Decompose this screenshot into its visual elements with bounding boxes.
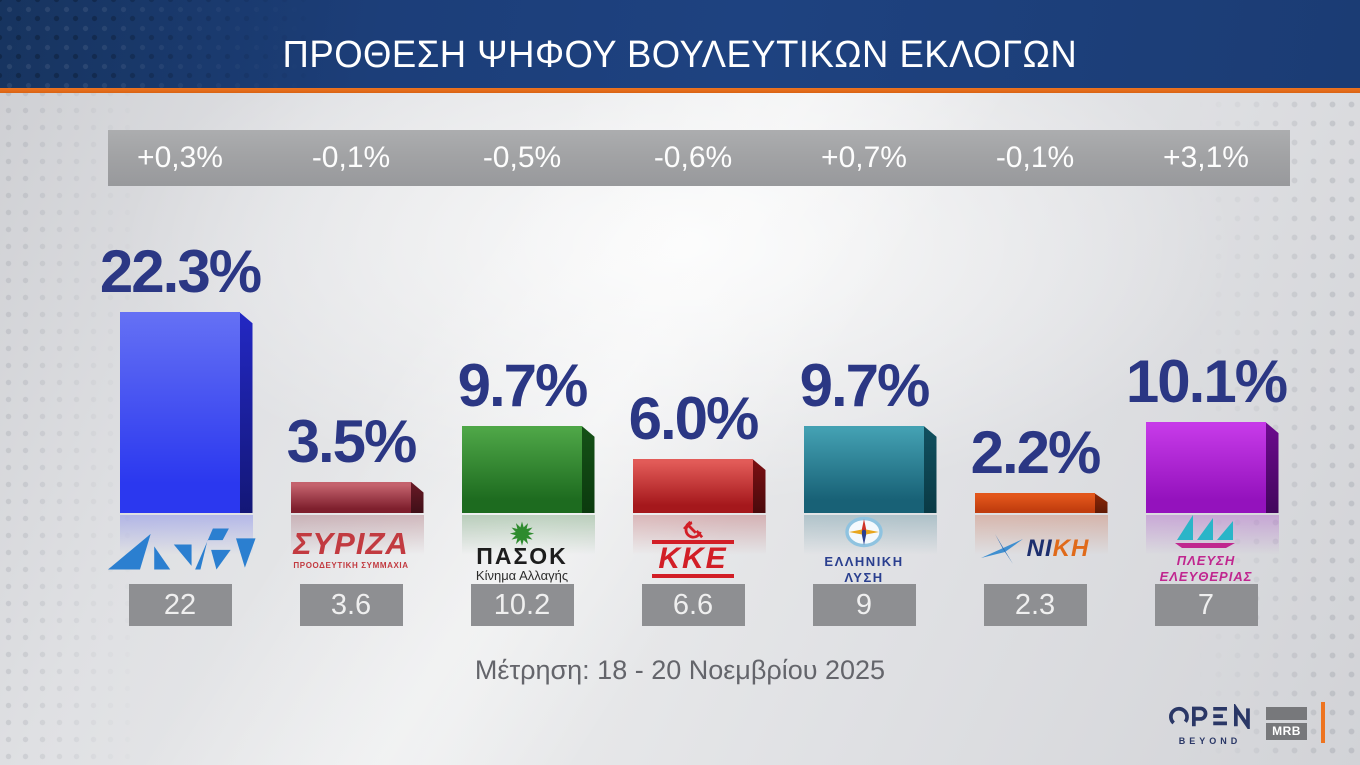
party-column-plefsi-eleftherias: +3,1% 10.1% ΠΛΕΥΣΗ ΕΛΕΥΘΕΡΙΑΣ 7 (1121, 0, 1292, 765)
bar-side-face (410, 481, 424, 513)
percent-value: 22.3% (99, 238, 262, 306)
change-row-background (108, 130, 1290, 186)
party-logo (95, 516, 266, 582)
party-column-syriza: -0,1% 3.5% ΣΥΡΙΖΑ ΠΡΟΟΔΕΥΤΙΚΗ ΣΥΜΜΑΧΙΑ 3… (266, 0, 437, 765)
niki-propeller-icon (980, 534, 1023, 564)
pasok-sun-icon (509, 521, 535, 546)
change-value: +3,1% (1163, 141, 1249, 174)
percent-value: 3.5% (286, 407, 418, 475)
bar-reflection (290, 515, 424, 559)
party-logo: ΠΑΣΟΚ Κίνημα Αλλαγής (437, 516, 608, 582)
bar-side-face (1265, 422, 1279, 513)
party-logo: ΕΛΛΗΝΙΚΗ ΛΥΣΗ (779, 516, 950, 585)
pasok-subtitle: Κίνημα Αλλαγής (475, 567, 569, 583)
previous-value-box: 7 (1154, 584, 1258, 626)
change-value: +0,7% (821, 141, 907, 174)
bar-side-face (581, 425, 595, 513)
bar (974, 493, 1095, 513)
kke-wordmark: ΚΚΕ (652, 540, 734, 578)
bar-side-face (1094, 493, 1108, 513)
open-wordmark-icon (1169, 702, 1250, 733)
title-bar: ΠΡΟΘΕΣΗ ΨΗΦΟΥ ΒΟΥΛΕΥΤΙΚΩΝ ΕΚΛΟΓΩΝ (0, 0, 1360, 88)
plefsi-wordmark: ΠΛΕΥΣΗ ΕΛΕΥΘΕΡΙΑΣ (1159, 553, 1253, 584)
party-column-elliniki-lysi: +0,7% 9.7% ΕΛΛΗΝΙΚΗ ΛΥΣΗ 9 (779, 0, 950, 765)
pasok-wordmark: ΠΑΣΟΚ (476, 542, 568, 569)
previous-value-box: 9 (812, 584, 916, 626)
compass-icon (845, 516, 883, 547)
bar-reflection (632, 515, 766, 559)
open-beyond-label: BEYOND (1178, 736, 1242, 746)
bar (119, 312, 240, 513)
previous-value-box: 2.3 (983, 584, 1087, 626)
footer-orange-rule (1321, 702, 1325, 743)
party-logo: ΚΚΕ (608, 516, 779, 582)
change-value: -0,5% (482, 141, 562, 174)
page-title: ΠΡΟΘΕΣΗ ΨΗΦΟΥ ΒΟΥΛΕΥΤΙΚΩΝ ΕΚΛΟΓΩΝ (282, 34, 1078, 76)
kke-hammer-sickle-icon (683, 520, 704, 539)
percent-value: 10.1% (1125, 348, 1288, 416)
niki-wordmark: ΝΙΚΗ (1026, 535, 1090, 562)
bar-side-face (752, 459, 766, 513)
change-value: -0,6% (653, 141, 733, 174)
orange-divider (0, 88, 1360, 93)
survey-period: Μέτρηση: 18 - 20 Νοεμβρίου 2025 (474, 655, 886, 685)
party-logo: ΠΛΕΥΣΗ ΕΛΕΥΘΕΡΙΑΣ (1121, 515, 1292, 584)
party-logo: ΝΙΚΗ (950, 516, 1121, 582)
percent-value: 2.2% (970, 419, 1102, 487)
percent-value: 9.7% (799, 351, 931, 419)
change-value: -0,1% (311, 141, 391, 174)
open-tv-logo: BEYOND (1168, 702, 1252, 746)
elliniki-lysi-wordmark: ΕΛΛΗΝΙΚΗ ΛΥΣΗ (824, 553, 904, 585)
change-value: +0,3% (137, 141, 223, 174)
previous-value-box: 22 (128, 584, 232, 626)
bar (632, 459, 753, 513)
bar-side-face (923, 425, 937, 513)
previous-value-box: 3.6 (299, 584, 403, 626)
percent-value: 6.0% (628, 385, 760, 452)
bar (803, 425, 924, 513)
party-column-kke: -0,6% 6.0% ΚΚΕ 6.6 (608, 0, 779, 765)
party-logo: ΣΥΡΙΖΑ ΠΡΟΟΔΕΥΤΙΚΗ ΣΥΜΜΑΧΙΑ (266, 516, 437, 582)
bar-side-face (239, 312, 253, 513)
party-column-niki: -0,1% 2.2% ΝΙΚΗ 2.3 (950, 0, 1121, 765)
party-column-nd: +0,3% 22.3% 22 (95, 0, 266, 765)
party-column-pasok: -0,5% 9.7% ΠΑΣΟΚ Κίνημα Αλλαγής 10.2 (437, 0, 608, 765)
mrb-logo-bar (1266, 707, 1307, 720)
bar (290, 481, 411, 513)
mrb-logo: MRB (1266, 707, 1307, 740)
sailboat-icon (1175, 515, 1235, 549)
previous-value-box: 6.6 (641, 584, 745, 626)
syriza-subtitle: ΠΡΟΟΔΕΥΤΙΚΗ ΣΥΜΜΑΧΙΑ (293, 561, 409, 571)
bar (1145, 422, 1266, 513)
syriza-wordmark: ΣΥΡΙΖΑ (293, 525, 409, 561)
previous-value-box: 10.2 (470, 584, 574, 626)
bar (461, 425, 582, 513)
percent-value: 9.7% (457, 351, 589, 419)
change-value: -0,1% (995, 141, 1075, 174)
mrb-label: MRB (1266, 723, 1307, 740)
nd-logo-icon (108, 528, 256, 570)
